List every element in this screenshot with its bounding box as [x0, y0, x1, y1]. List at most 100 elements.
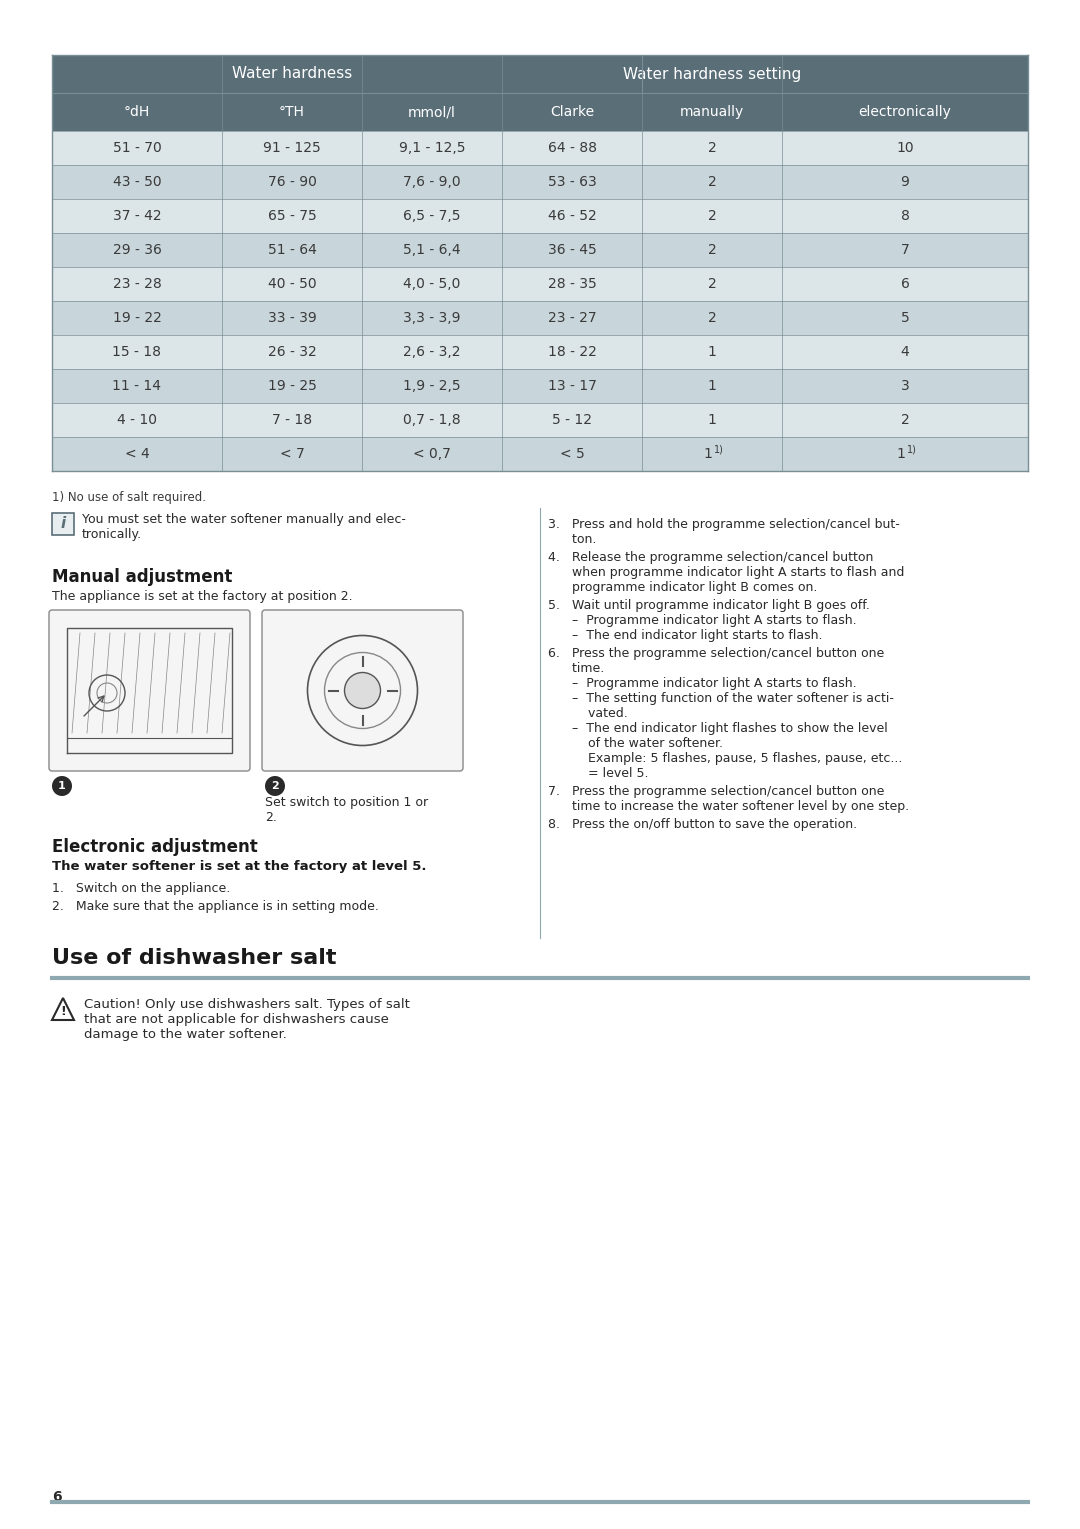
Text: 5,1 - 6,4: 5,1 - 6,4	[403, 243, 461, 257]
Text: 28 - 35: 28 - 35	[548, 277, 596, 291]
Text: –  The end indicator light starts to flash.: – The end indicator light starts to flas…	[548, 628, 823, 642]
Bar	[52, 131, 1028, 165]
Text: < 0,7: < 0,7	[413, 446, 451, 462]
Text: 51 - 70: 51 - 70	[112, 141, 161, 154]
Text: manually: manually	[680, 106, 744, 119]
Text: 51 - 64: 51 - 64	[268, 243, 316, 257]
Bar	[52, 335, 1028, 368]
Text: 1): 1)	[907, 443, 917, 454]
Text: 2: 2	[901, 413, 909, 427]
Bar	[52, 437, 1028, 471]
Bar	[52, 368, 1028, 404]
Text: 10: 10	[896, 141, 914, 154]
Text: 37 - 42: 37 - 42	[112, 209, 161, 223]
Text: 9: 9	[901, 174, 909, 190]
Text: Water hardness: Water hardness	[232, 66, 352, 81]
Circle shape	[345, 673, 380, 708]
Text: 19 - 22: 19 - 22	[112, 310, 161, 326]
Text: 2: 2	[707, 141, 716, 154]
Text: 1) No use of salt required.: 1) No use of salt required.	[52, 491, 206, 505]
Text: programme indicator light B comes on.: programme indicator light B comes on.	[548, 581, 818, 593]
Text: vated.: vated.	[548, 706, 627, 720]
Text: electronically: electronically	[859, 106, 951, 119]
Bar	[52, 514, 75, 535]
Text: 2: 2	[271, 781, 279, 790]
Text: °TH: °TH	[279, 106, 305, 119]
Text: 2: 2	[707, 243, 716, 257]
FancyBboxPatch shape	[262, 610, 463, 771]
Text: 1,9 - 2,5: 1,9 - 2,5	[403, 379, 461, 393]
Text: 15 - 18: 15 - 18	[112, 346, 162, 359]
FancyBboxPatch shape	[49, 610, 249, 771]
Text: 2: 2	[707, 310, 716, 326]
Text: 7.   Press the programme selection/cancel button one: 7. Press the programme selection/cancel …	[548, 784, 885, 798]
Text: –  Programme indicator light A starts to flash.: – Programme indicator light A starts to …	[548, 677, 856, 690]
Bar	[52, 404, 1028, 437]
Text: 7: 7	[901, 243, 909, 257]
Text: 2,6 - 3,2: 2,6 - 3,2	[403, 346, 461, 359]
Text: 1: 1	[707, 346, 716, 359]
Text: Electronic adjustment: Electronic adjustment	[52, 838, 258, 856]
Text: time to increase the water softener level by one step.: time to increase the water softener leve…	[548, 800, 909, 813]
Text: 2: 2	[707, 277, 716, 291]
Text: Example: 5 flashes, pause, 5 flashes, pause, etc...: Example: 5 flashes, pause, 5 flashes, pa…	[548, 752, 903, 764]
Text: 76 - 90: 76 - 90	[268, 174, 316, 190]
Text: 43 - 50: 43 - 50	[112, 174, 161, 190]
Text: 6.   Press the programme selection/cancel button one: 6. Press the programme selection/cancel …	[548, 647, 885, 661]
Bar	[52, 514, 75, 535]
Text: The water softener is set at the factory at level 5.: The water softener is set at the factory…	[52, 859, 427, 873]
Text: 2.   Make sure that the appliance is in setting mode.: 2. Make sure that the appliance is in se…	[52, 901, 379, 913]
Text: Set switch to position 1 or
2.: Set switch to position 1 or 2.	[265, 797, 428, 824]
Text: 5: 5	[901, 310, 909, 326]
Text: 19 - 25: 19 - 25	[268, 379, 316, 393]
Text: 5.   Wait until programme indicator light B goes off.: 5. Wait until programme indicator light …	[548, 599, 869, 612]
Text: 13 - 17: 13 - 17	[548, 379, 596, 393]
Text: 7 - 18: 7 - 18	[272, 413, 312, 427]
Text: 6: 6	[52, 1489, 62, 1505]
Text: 3: 3	[901, 379, 909, 393]
Text: 2: 2	[707, 209, 716, 223]
Text: 1: 1	[703, 446, 713, 462]
Bar	[52, 165, 1028, 199]
Text: –  Programme indicator light A starts to flash.: – Programme indicator light A starts to …	[548, 615, 856, 627]
Text: 8: 8	[901, 209, 909, 223]
Text: 18 - 22: 18 - 22	[548, 346, 596, 359]
Bar	[52, 301, 1028, 335]
Text: 1: 1	[707, 379, 716, 393]
Text: 1.   Switch on the appliance.: 1. Switch on the appliance.	[52, 882, 230, 894]
Text: 33 - 39: 33 - 39	[268, 310, 316, 326]
Text: 46 - 52: 46 - 52	[548, 209, 596, 223]
Text: 6: 6	[901, 277, 909, 291]
Text: time.: time.	[548, 662, 604, 674]
Text: 3.   Press and hold the programme selection/cancel but-: 3. Press and hold the programme selectio…	[548, 518, 900, 531]
Text: Water hardness setting: Water hardness setting	[623, 66, 801, 81]
Bar	[52, 55, 1028, 131]
Text: 65 - 75: 65 - 75	[268, 209, 316, 223]
Text: 2: 2	[707, 174, 716, 190]
Text: 3,3 - 3,9: 3,3 - 3,9	[403, 310, 461, 326]
Text: 91 - 125: 91 - 125	[264, 141, 321, 154]
Text: < 4: < 4	[124, 446, 149, 462]
Text: 1): 1)	[714, 443, 724, 454]
Bar	[52, 232, 1028, 268]
Text: Clarke: Clarke	[550, 106, 594, 119]
Text: 36 - 45: 36 - 45	[548, 243, 596, 257]
Text: The appliance is set at the factory at position 2.: The appliance is set at the factory at p…	[52, 590, 353, 602]
Text: 8.   Press the on/off button to save the operation.: 8. Press the on/off button to save the o…	[548, 818, 858, 830]
Text: Manual adjustment: Manual adjustment	[52, 567, 232, 586]
Text: 23 - 27: 23 - 27	[548, 310, 596, 326]
Bar	[52, 199, 1028, 232]
Text: 6,5 - 7,5: 6,5 - 7,5	[403, 209, 461, 223]
Text: You must set the water softener manually and elec-
tronically.: You must set the water softener manually…	[82, 514, 406, 541]
Text: of the water softener.: of the water softener.	[548, 737, 723, 751]
Text: Use of dishwasher salt: Use of dishwasher salt	[52, 948, 337, 968]
Text: ton.: ton.	[548, 534, 596, 546]
Text: 26 - 32: 26 - 32	[268, 346, 316, 359]
Text: 40 - 50: 40 - 50	[268, 277, 316, 291]
Text: = level 5.: = level 5.	[548, 768, 648, 780]
Text: 4 - 10: 4 - 10	[117, 413, 157, 427]
Text: Caution! Only use dishwashers salt. Types of salt
that are not applicable for di: Caution! Only use dishwashers salt. Type…	[84, 998, 410, 1041]
Bar	[52, 268, 1028, 301]
Text: !: !	[60, 1005, 66, 1018]
Text: 1: 1	[58, 781, 66, 790]
